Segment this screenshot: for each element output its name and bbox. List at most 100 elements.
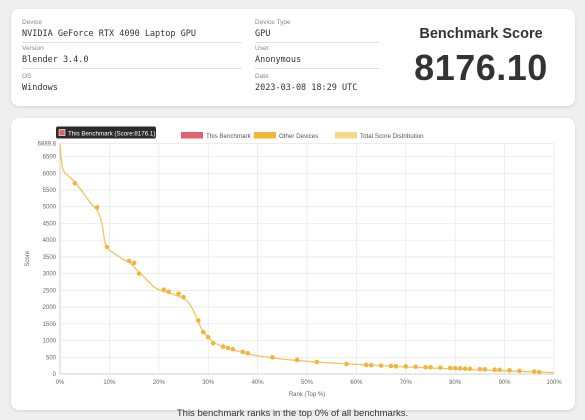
other-device-point[interactable] bbox=[245, 350, 251, 356]
other-device-point[interactable] bbox=[94, 205, 100, 210]
other-device-point[interactable] bbox=[536, 369, 542, 375]
rank-summary-text: This benchmark ranks in the top 0% of al… bbox=[176, 408, 409, 419]
y-tick-label: 2500 bbox=[43, 288, 57, 294]
other-device-point[interactable] bbox=[467, 366, 473, 372]
other-device-point[interactable] bbox=[447, 365, 453, 371]
os-label: OS bbox=[22, 73, 32, 80]
other-device-point[interactable] bbox=[428, 365, 433, 370]
device-label: Device bbox=[22, 19, 42, 26]
other-device-point[interactable] bbox=[240, 349, 246, 355]
device-type-field: Device Type GPU bbox=[255, 19, 379, 43]
divider bbox=[255, 42, 379, 43]
other-device-point[interactable] bbox=[225, 345, 231, 351]
device-value: NVIDIA GeForce RTX 4090 Laptop GPU bbox=[22, 29, 196, 39]
other-device-point[interactable] bbox=[104, 244, 110, 250]
tooltip-box bbox=[56, 126, 156, 139]
version-label: Version bbox=[22, 45, 44, 52]
y-axis-label: Score bbox=[25, 250, 31, 266]
y-max-label: 6889.8 bbox=[38, 142, 57, 148]
y-tick-label: 4500 bbox=[43, 221, 57, 227]
y-tick-label: 500 bbox=[46, 355, 57, 361]
x-tick-label: 30% bbox=[202, 380, 215, 386]
divider bbox=[255, 68, 379, 69]
other-device-point[interactable] bbox=[131, 260, 137, 266]
device-info-card: Device NVIDIA GeForce RTX 4090 Laptop GP… bbox=[11, 9, 575, 106]
benchmark-score-title: Benchmark Score bbox=[419, 26, 543, 42]
divider bbox=[22, 68, 242, 69]
y-tick-label: 3500 bbox=[43, 255, 57, 261]
y-tick-label: 1000 bbox=[43, 339, 57, 345]
y-tick-label: 6500 bbox=[43, 155, 57, 161]
legend-swatch bbox=[254, 132, 276, 139]
other-device-point[interactable] bbox=[126, 258, 132, 264]
other-device-point[interactable] bbox=[517, 368, 522, 374]
x-axis-label: Rank (Top %) bbox=[289, 392, 325, 398]
y-tick-label: 5500 bbox=[43, 188, 57, 194]
date-label: Date bbox=[255, 73, 269, 80]
y-tick-label: 0 bbox=[53, 372, 57, 378]
other-device-point[interactable] bbox=[196, 318, 201, 323]
x-tick-label: 10% bbox=[103, 380, 116, 386]
other-device-point[interactable] bbox=[230, 346, 236, 352]
legend-label: Total Score Distribution bbox=[360, 133, 424, 140]
y-tick-label: 5000 bbox=[43, 205, 57, 211]
other-device-point[interactable] bbox=[457, 366, 463, 371]
x-tick-label: 50% bbox=[301, 380, 314, 386]
tooltip-text: This Benchmark (Score:8176.1) bbox=[68, 130, 155, 137]
other-device-point[interactable] bbox=[314, 359, 320, 365]
x-tick-label: 40% bbox=[252, 380, 265, 386]
other-device-point[interactable] bbox=[413, 364, 418, 370]
other-device-point[interactable] bbox=[220, 344, 226, 349]
other-device-point[interactable] bbox=[344, 361, 349, 367]
y-tick-label: 1500 bbox=[43, 322, 57, 328]
x-tick-label: 60% bbox=[350, 380, 363, 386]
other-device-point[interactable] bbox=[423, 364, 428, 370]
other-device-point[interactable] bbox=[507, 368, 512, 373]
date-value: 2023-03-08 18:29 UTC bbox=[255, 83, 358, 93]
other-device-point[interactable] bbox=[531, 369, 537, 374]
other-device-point[interactable] bbox=[368, 363, 374, 368]
x-tick-label: 80% bbox=[449, 380, 462, 386]
other-device-point[interactable] bbox=[270, 354, 275, 360]
score-distribution-chart[interactable]: 0 500 1000 1500 2000 2500 3000 3500 4000 4500 5000… bbox=[11, 118, 575, 410]
other-device-point[interactable] bbox=[452, 365, 458, 371]
device-type-value: GPU bbox=[255, 29, 271, 39]
version-field: Version Blender 3.4.0 bbox=[22, 45, 242, 69]
other-device-point[interactable] bbox=[176, 291, 181, 297]
y-tick-label: 6000 bbox=[43, 171, 57, 177]
x-tick-label: 100% bbox=[546, 380, 562, 386]
distribution-line bbox=[59, 143, 555, 374]
other-device-point[interactable] bbox=[477, 366, 483, 372]
other-device-point[interactable] bbox=[482, 367, 488, 372]
other-device-point[interactable] bbox=[205, 334, 211, 340]
legend-swatch bbox=[181, 132, 203, 139]
legend-swatch bbox=[335, 132, 357, 139]
x-tick-label: 0% bbox=[56, 380, 65, 386]
other-device-point[interactable] bbox=[438, 365, 443, 370]
device-type-label: Device Type bbox=[255, 19, 291, 26]
other-device-point[interactable] bbox=[403, 364, 409, 369]
os-field: OS Windows bbox=[22, 73, 242, 93]
other-device-point[interactable] bbox=[378, 363, 384, 368]
other-device-point[interactable] bbox=[166, 289, 171, 295]
other-device-point[interactable] bbox=[497, 367, 502, 373]
x-tick-label: 20% bbox=[153, 380, 166, 386]
other-device-point[interactable] bbox=[393, 364, 399, 369]
y-tick-label: 4000 bbox=[43, 238, 57, 244]
x-tick-label: 70% bbox=[400, 380, 413, 386]
other-device-point[interactable] bbox=[294, 357, 300, 363]
other-device-point[interactable] bbox=[136, 271, 142, 276]
other-device-point[interactable] bbox=[462, 366, 468, 371]
other-device-point[interactable] bbox=[363, 362, 369, 368]
other-device-point[interactable] bbox=[72, 181, 78, 186]
other-device-point[interactable] bbox=[492, 367, 498, 372]
other-device-point[interactable] bbox=[181, 294, 186, 300]
other-device-point[interactable] bbox=[200, 329, 206, 335]
user-value: Anonymous bbox=[255, 55, 302, 65]
device-field: Device NVIDIA GeForce RTX 4090 Laptop GP… bbox=[22, 19, 242, 43]
other-device-point[interactable] bbox=[210, 340, 216, 346]
other-device-point[interactable] bbox=[388, 363, 394, 369]
other-device-point[interactable] bbox=[161, 287, 167, 292]
tooltip-swatch bbox=[58, 129, 66, 136]
y-tick-label: 2000 bbox=[43, 305, 57, 311]
